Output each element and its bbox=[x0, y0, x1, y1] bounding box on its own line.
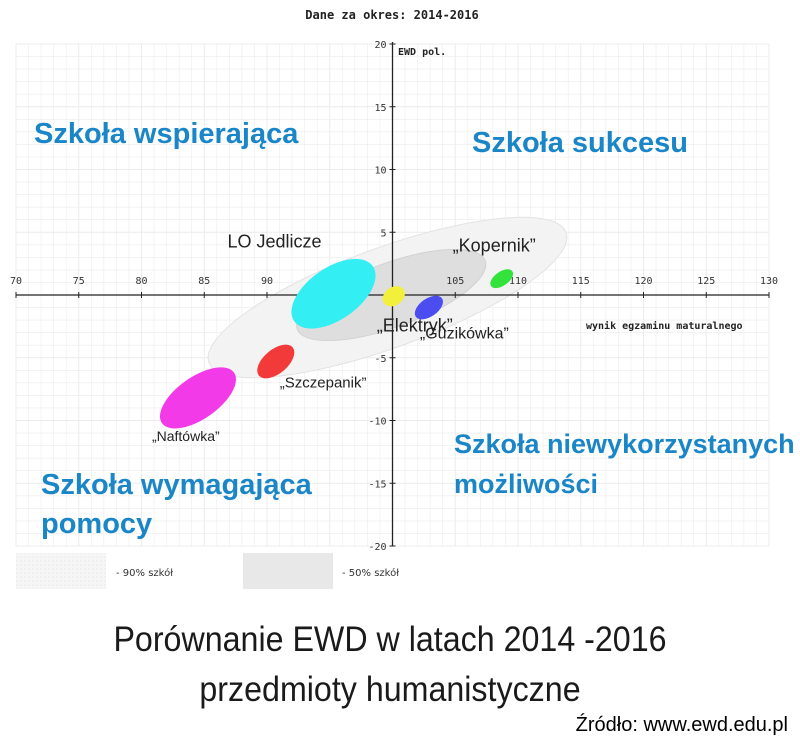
marker-2 bbox=[414, 295, 443, 320]
caption-subtitle: przedmioty humanistyczne bbox=[199, 670, 581, 709]
x-axis-label: wynik egzaminu maturalnego bbox=[586, 320, 743, 332]
legend-label-90: - 90% szkół bbox=[116, 567, 173, 579]
quadrant-label-bottom-right-2: możliwości bbox=[454, 469, 598, 499]
y-tick-label: 5 bbox=[380, 228, 386, 239]
marker-3 bbox=[490, 269, 514, 289]
x-tick-label: 105 bbox=[446, 276, 464, 287]
label-3: „Kopernik” bbox=[453, 236, 536, 256]
chart-title: Dane za okres: 2014-2016 bbox=[305, 8, 478, 22]
legend-swatch-50 bbox=[243, 553, 333, 589]
quadrant-label-bottom-right-1: Szkoła niewykorzystanych bbox=[454, 429, 795, 459]
x-tick-label: 110 bbox=[509, 276, 527, 287]
marker-4 bbox=[257, 344, 295, 379]
legend-swatch-90 bbox=[16, 553, 106, 589]
y-tick-label: -15 bbox=[368, 479, 386, 490]
y-tick-label: 15 bbox=[374, 103, 386, 114]
x-tick-label: 85 bbox=[198, 276, 210, 287]
y-axis-label: EWD pol. bbox=[398, 47, 446, 58]
label-0: LO Jedlicze bbox=[227, 232, 321, 252]
quadrant-label-top-left: Szkoła wspierająca bbox=[34, 118, 299, 150]
marker-1 bbox=[382, 286, 405, 307]
y-tick-label: -10 bbox=[368, 417, 386, 428]
x-tick-label: 90 bbox=[261, 276, 273, 287]
x-tick-label: 130 bbox=[760, 276, 778, 287]
y-tick-label: 20 bbox=[374, 40, 386, 51]
label-1: „Elektryk” bbox=[377, 315, 453, 335]
marker-5 bbox=[159, 367, 236, 429]
label-4: „Szczepanik” bbox=[280, 375, 367, 392]
source-credit: Źródło: www.ewd.edu.pl bbox=[575, 714, 788, 736]
x-tick-label: 115 bbox=[572, 276, 590, 287]
x-tick-label: 75 bbox=[73, 276, 85, 287]
caption-title: Porównanie EWD w latach 2014 -2016 bbox=[113, 620, 667, 659]
school-markers bbox=[159, 258, 514, 429]
x-tick-label: 80 bbox=[135, 276, 147, 287]
school-labels: LO Jedlicze „Elektryk”„Guzikówka” „Koperni… bbox=[152, 232, 536, 444]
legend-label-50: - 50% szkół bbox=[342, 567, 399, 579]
y-tick-label: -20 bbox=[368, 542, 386, 553]
quadrant-label-top-right: Szkoła sukcesu bbox=[472, 127, 688, 159]
marker-0 bbox=[291, 258, 376, 329]
label-2: „Guzikówka” bbox=[420, 326, 509, 343]
ewd-chart: Dane za okres: 2014-2016 707580859095105… bbox=[10, 8, 795, 589]
x-tick-label: 125 bbox=[697, 276, 715, 287]
quadrant-label-bottom-left-2: pomocy bbox=[41, 508, 152, 540]
y-tick-labels: 20 15 10 5 -5 -10 -15 -20 bbox=[368, 40, 396, 553]
y-tick-label: 10 bbox=[374, 166, 386, 177]
label-5: „Naftówka” bbox=[152, 428, 220, 444]
x-tick-label: 120 bbox=[634, 276, 652, 287]
x-tick-label: 70 bbox=[10, 276, 22, 287]
y-tick-label: -5 bbox=[374, 354, 386, 365]
x-tick-labels: 707580859095105110115120125130 bbox=[10, 276, 778, 298]
quadrant-label-bottom-left-1: Szkoła wymagająca bbox=[41, 469, 313, 501]
